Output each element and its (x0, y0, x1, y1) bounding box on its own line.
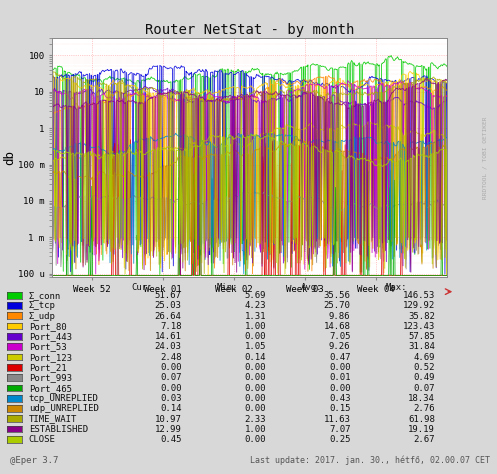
Text: 26.64: 26.64 (155, 311, 181, 320)
Text: Avg:: Avg: (301, 283, 322, 292)
Text: Port_443: Port_443 (29, 332, 72, 341)
Text: 0.00: 0.00 (245, 363, 266, 372)
Text: 0.47: 0.47 (329, 353, 350, 362)
Text: 25.03: 25.03 (155, 301, 181, 310)
Text: 0.49: 0.49 (414, 374, 435, 383)
Text: 5.69: 5.69 (245, 291, 266, 300)
Text: ESTABLISHED: ESTABLISHED (29, 425, 88, 434)
Text: 0.14: 0.14 (160, 404, 181, 413)
Text: 0.43: 0.43 (329, 394, 350, 403)
Text: Last update: 2017. jan. 30., hétfő, 02.00.07 CET: Last update: 2017. jan. 30., hétfő, 02.0… (249, 456, 490, 465)
Text: Port_21: Port_21 (29, 363, 67, 372)
Text: Port_53: Port_53 (29, 343, 67, 352)
Text: 0.15: 0.15 (329, 404, 350, 413)
Text: 25.70: 25.70 (324, 301, 350, 310)
Text: Port_80: Port_80 (29, 322, 67, 331)
Title: Router NetStat - by month: Router NetStat - by month (145, 23, 354, 37)
Text: 61.98: 61.98 (408, 415, 435, 424)
Text: 1.31: 1.31 (245, 311, 266, 320)
Text: tcp_UNREPLIED: tcp_UNREPLIED (29, 394, 99, 403)
Text: 0.14: 0.14 (245, 353, 266, 362)
Text: Port_993: Port_993 (29, 374, 72, 383)
Text: 2.76: 2.76 (414, 404, 435, 413)
Text: 0.45: 0.45 (160, 435, 181, 444)
Text: CLOSE: CLOSE (29, 435, 56, 444)
Text: 14.68: 14.68 (324, 322, 350, 331)
Text: 146.53: 146.53 (403, 291, 435, 300)
Text: 129.92: 129.92 (403, 301, 435, 310)
Text: 0.00: 0.00 (329, 363, 350, 372)
Text: Σ_conn: Σ_conn (29, 291, 61, 300)
Text: 0.00: 0.00 (245, 404, 266, 413)
Text: 0.00: 0.00 (245, 383, 266, 392)
Text: udp_UNREPLIED: udp_UNREPLIED (29, 404, 99, 413)
Text: 0.07: 0.07 (160, 374, 181, 383)
Text: 0.00: 0.00 (160, 383, 181, 392)
Text: Min:: Min: (216, 283, 238, 292)
Text: Port_123: Port_123 (29, 353, 72, 362)
Text: Port_465: Port_465 (29, 383, 72, 392)
Text: 0.25: 0.25 (329, 435, 350, 444)
Text: Cur:: Cur: (132, 283, 153, 292)
Text: 14.61: 14.61 (155, 332, 181, 341)
Text: 11.63: 11.63 (324, 415, 350, 424)
Text: 1.05: 1.05 (245, 343, 266, 352)
Text: 7.07: 7.07 (329, 425, 350, 434)
Text: 19.19: 19.19 (408, 425, 435, 434)
Text: 4.69: 4.69 (414, 353, 435, 362)
Text: 24.03: 24.03 (155, 343, 181, 352)
Text: 123.43: 123.43 (403, 322, 435, 331)
Text: 4.23: 4.23 (245, 301, 266, 310)
Text: 10.97: 10.97 (155, 415, 181, 424)
Text: 0.00: 0.00 (160, 363, 181, 372)
Text: 7.05: 7.05 (329, 332, 350, 341)
Text: 0.00: 0.00 (245, 394, 266, 403)
Text: 9.26: 9.26 (329, 343, 350, 352)
Text: 0.07: 0.07 (414, 383, 435, 392)
Text: 35.56: 35.56 (324, 291, 350, 300)
Text: 0.01: 0.01 (329, 374, 350, 383)
Text: Σ_tcp: Σ_tcp (29, 301, 56, 310)
Text: 31.84: 31.84 (408, 343, 435, 352)
Text: 2.48: 2.48 (160, 353, 181, 362)
Text: 35.82: 35.82 (408, 311, 435, 320)
Text: 0.00: 0.00 (329, 383, 350, 392)
Text: 2.33: 2.33 (245, 415, 266, 424)
Text: 0.00: 0.00 (245, 332, 266, 341)
Text: 9.86: 9.86 (329, 311, 350, 320)
Text: Σ_udp: Σ_udp (29, 311, 56, 320)
Text: 18.34: 18.34 (408, 394, 435, 403)
Y-axis label: db: db (3, 150, 16, 165)
Text: 51.67: 51.67 (155, 291, 181, 300)
Text: 12.99: 12.99 (155, 425, 181, 434)
Text: 7.18: 7.18 (160, 322, 181, 331)
Text: 0.52: 0.52 (414, 363, 435, 372)
Text: Max:: Max: (385, 283, 407, 292)
Text: 2.67: 2.67 (414, 435, 435, 444)
Text: RRDTOOL / TOBI OETIKER: RRDTOOL / TOBI OETIKER (482, 116, 487, 199)
Text: 0.00: 0.00 (245, 435, 266, 444)
Text: 0.00: 0.00 (245, 374, 266, 383)
Text: 1.00: 1.00 (245, 425, 266, 434)
Text: 0.03: 0.03 (160, 394, 181, 403)
Text: @Eper 3.7: @Eper 3.7 (10, 456, 58, 465)
Text: 1.00: 1.00 (245, 322, 266, 331)
Text: 57.85: 57.85 (408, 332, 435, 341)
Text: TIME_WAIT: TIME_WAIT (29, 415, 77, 424)
